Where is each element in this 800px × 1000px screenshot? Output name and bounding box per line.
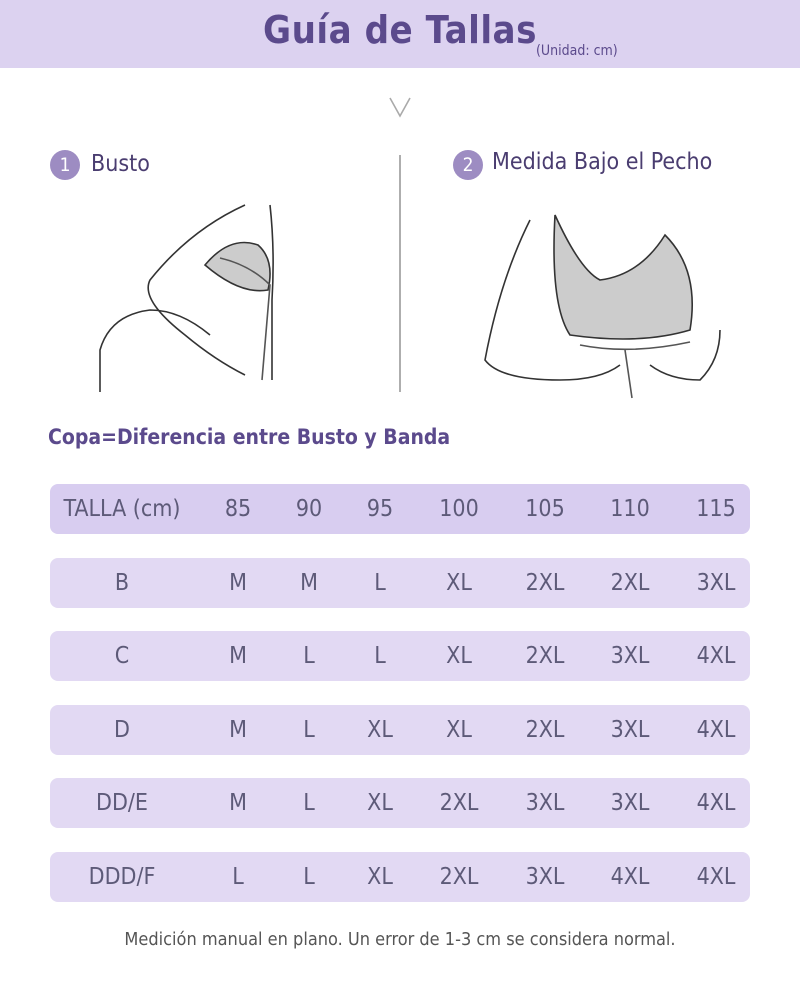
table-cell: XL: [446, 716, 472, 743]
table-cell: 2XL: [525, 569, 565, 596]
table-cell: TALLA (cm): [63, 496, 181, 522]
subtitle: Copa=Diferencia entre Busto y Banda: [48, 425, 451, 449]
table-cell: 4XL: [696, 716, 736, 743]
chevron: [389, 97, 411, 118]
step-number: 2: [453, 150, 483, 180]
table-cell: 100: [439, 496, 479, 522]
tape-end: [624, 349, 633, 399]
table-cell: M: [229, 716, 247, 743]
table-cell: 3XL: [610, 716, 650, 743]
table-cell: 2XL: [439, 864, 479, 890]
step-number: 1: [50, 150, 80, 180]
table-cell: 2XL: [525, 716, 565, 743]
arm-left: [147, 204, 246, 376]
table-cell: 3XL: [525, 790, 565, 817]
tape-right: [579, 341, 691, 351]
table-cell: B: [114, 569, 130, 596]
table-cell: M: [229, 569, 247, 596]
table-cell: D: [114, 716, 130, 743]
table-cell: XL: [367, 716, 393, 743]
step-label: Medida Bajo el Pecho: [492, 149, 713, 175]
table-cell: 90: [295, 496, 323, 522]
table-cell: XL: [367, 790, 393, 817]
table-cell: 3XL: [696, 569, 736, 596]
step-label: Busto: [91, 151, 150, 177]
table-cell: M: [229, 790, 247, 817]
table-cell: L: [374, 569, 386, 596]
table-cell: XL: [446, 569, 472, 596]
table-cell: M: [229, 643, 247, 670]
table-cell: 2XL: [439, 790, 479, 817]
table-cell: DD/E: [96, 790, 148, 817]
table-cell: 110: [610, 496, 650, 522]
table-cell: C: [114, 643, 130, 670]
table-cell: L: [374, 643, 386, 670]
table-cell: XL: [367, 864, 393, 890]
arm-right: [484, 219, 621, 381]
table-cell: L: [303, 643, 315, 670]
table-cell: 4XL: [696, 790, 736, 817]
table-cell: L: [303, 716, 315, 743]
table-cell: 95: [366, 496, 394, 522]
tape-left: [219, 257, 271, 381]
table-cell: L: [303, 864, 315, 890]
header-band: [0, 0, 800, 68]
footnote: Medición manual en plano. Un error de 1-…: [124, 929, 676, 950]
body-left: [99, 309, 211, 392]
bra-right: [553, 214, 693, 340]
table-header: TALLA (cm) 85 90 95 100 105 110 115: [50, 484, 750, 534]
table-cell: XL: [446, 643, 472, 670]
illustrations: [99, 97, 721, 399]
bra-left: [203, 241, 271, 292]
table-cell: 4XL: [696, 643, 736, 670]
table-row: DD/E M L XL 2XL 3XL 3XL 4XL: [50, 778, 750, 829]
table-cell: 3XL: [610, 790, 650, 817]
table-cell: 4XL: [610, 864, 650, 890]
table-cell: M: [300, 569, 318, 596]
table-cell: 115: [696, 496, 736, 522]
back-left: [269, 204, 274, 380]
title: Guía de Tallas: [263, 8, 537, 52]
table-row: D M L XL XL 2XL 3XL 4XL: [50, 704, 750, 755]
arm-right-2: [649, 329, 721, 381]
table-cell: 85: [224, 496, 252, 522]
table-cell: DDD/F: [88, 864, 156, 890]
table-cell: 2XL: [525, 643, 565, 670]
table-row: DDD/F L L XL 2XL 3XL 4XL 4XL: [50, 852, 750, 902]
table-cell: 3XL: [525, 864, 565, 890]
table-cell: 2XL: [610, 569, 650, 596]
table-cell: L: [232, 864, 244, 890]
unit: (Unidad: cm): [536, 43, 618, 59]
table-cell: 3XL: [610, 643, 650, 670]
table-cell: L: [303, 790, 315, 817]
table-row: C M L L XL 2XL 3XL 4XL: [50, 631, 750, 682]
table-cell: 4XL: [696, 864, 736, 890]
table-cell: 105: [525, 496, 565, 522]
table-row: B M M L XL 2XL 2XL 3XL: [50, 557, 750, 608]
